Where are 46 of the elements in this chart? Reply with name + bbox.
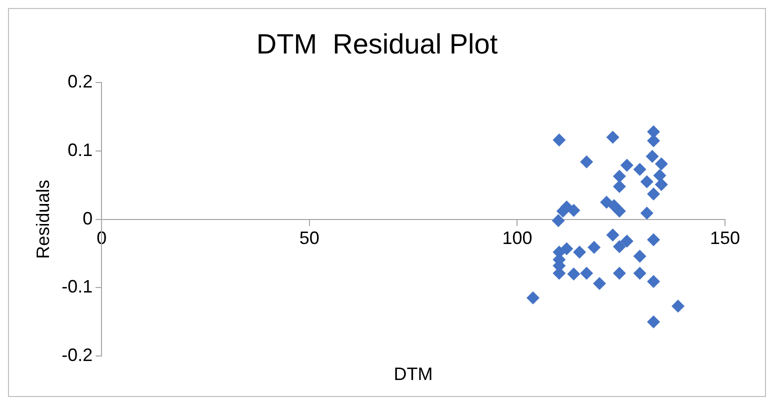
y-tick-label: 0.1 [68, 140, 93, 160]
point [633, 250, 646, 263]
point [633, 266, 646, 280]
y-tick-label: -0.2 [62, 344, 93, 365]
point [580, 266, 594, 280]
point [588, 240, 601, 254]
y-tick-label: 0.2 [68, 72, 93, 92]
point [552, 134, 566, 147]
point [654, 178, 668, 191]
point [672, 300, 685, 313]
point [640, 206, 654, 220]
point [526, 291, 540, 304]
y-tick-label: 0 [82, 208, 93, 228]
x-tick-label: 150 [710, 228, 740, 248]
point [580, 155, 594, 168]
point [647, 134, 660, 148]
x-tick-label: 50 [299, 228, 320, 248]
point [646, 150, 659, 163]
point [612, 180, 626, 193]
point [592, 277, 606, 290]
point [654, 157, 668, 170]
y-axis-title: Residuals [32, 180, 53, 259]
point [647, 233, 660, 246]
point [647, 315, 660, 328]
point [606, 228, 620, 242]
x-tick-label: 100 [502, 228, 532, 248]
point [647, 275, 660, 288]
point [560, 242, 574, 256]
y-tick-label: -0.1 [62, 276, 93, 297]
point [612, 204, 626, 218]
point [653, 169, 666, 182]
x-axis-title: DTM [394, 364, 433, 384]
point [612, 240, 626, 254]
point [620, 158, 634, 172]
point [552, 214, 565, 228]
point [647, 188, 660, 201]
point [612, 266, 626, 280]
point [567, 204, 580, 217]
point [633, 162, 646, 176]
chart-title: DTM Residual Plot [256, 28, 498, 60]
point [620, 234, 634, 248]
point [573, 246, 586, 259]
point [612, 170, 626, 183]
point [567, 267, 580, 280]
point [606, 130, 620, 144]
point [640, 175, 654, 188]
